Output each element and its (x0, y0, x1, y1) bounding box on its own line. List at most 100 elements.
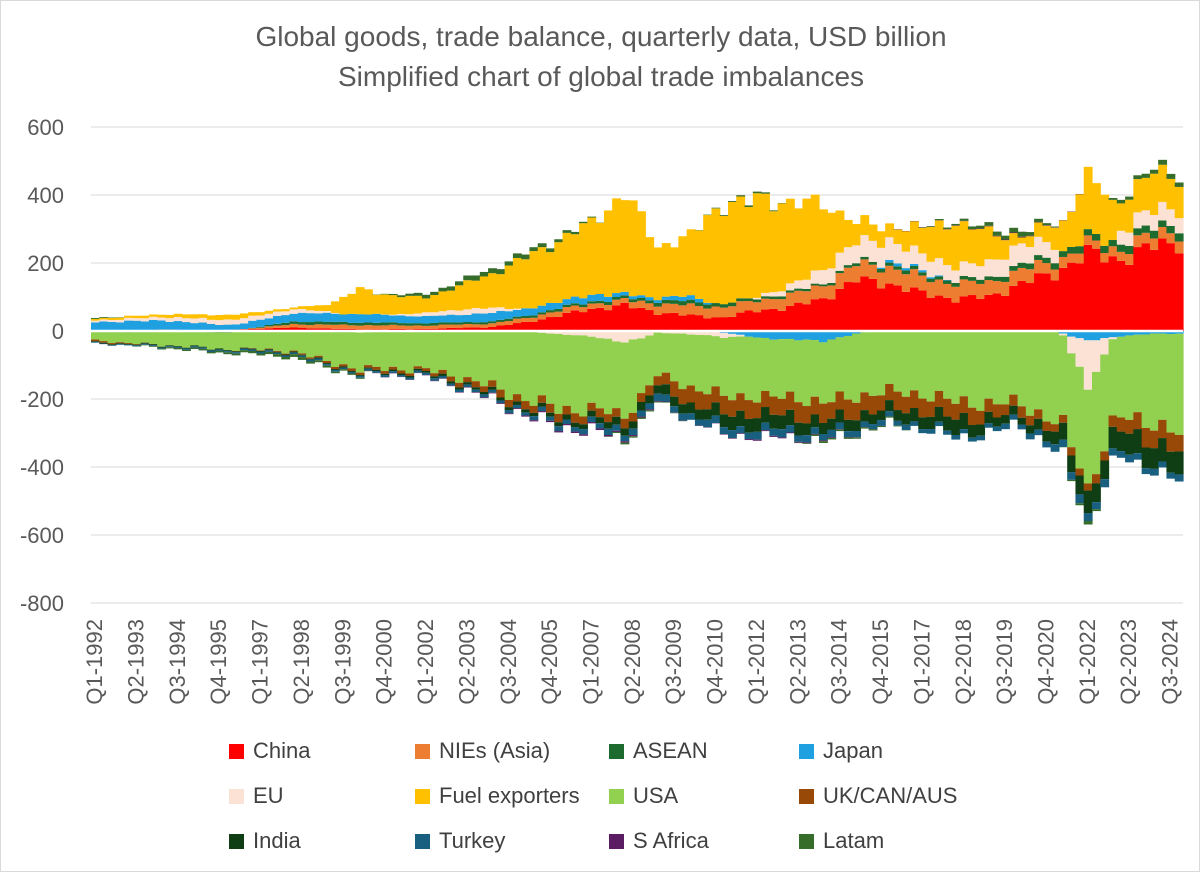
bar-segment-india (488, 386, 497, 390)
bar-segment-fuel (1025, 236, 1035, 247)
bar-segment-usa (661, 333, 671, 373)
bar-segment-nies (934, 279, 944, 296)
bar-segment-india (206, 349, 216, 351)
bar-segment-fuel (918, 227, 928, 254)
bar-segment-fuel (728, 201, 737, 303)
bar-segment-india (322, 363, 332, 365)
bar-segment-asean (297, 322, 307, 325)
bar-segment-asean (405, 323, 415, 326)
bar-segment-fuel (1133, 179, 1143, 213)
bar-segment-china (1116, 260, 1126, 331)
chart-subtitle: Simplified chart of global trade imbalan… (337, 61, 865, 92)
bar-segment-ukcanaus (521, 401, 531, 410)
bar-segment-asean (347, 322, 357, 326)
bar-segment-japan (1116, 331, 1126, 337)
x-tick-label: Q2-1998 (289, 619, 314, 705)
legend-label: NIEs (Asia) (439, 738, 551, 763)
plot-area: 600 400 200 0 -200 -400 -600 -800 Q1-1992 Q2-1993… (20, 115, 1184, 705)
bar-segment-fuel (546, 252, 555, 303)
bar-segment-ukcanaus (488, 380, 497, 387)
bar-segment-usa (562, 334, 572, 406)
bar-segment-turkey (1100, 479, 1110, 488)
bar-segment-usa (587, 336, 597, 403)
bar-segment-safrica (1017, 236, 1027, 238)
bar-segment-fuel (951, 225, 961, 271)
bar-segment-asean (951, 282, 961, 287)
bar-segment-latam (529, 247, 539, 252)
legend-swatch-eu (229, 788, 244, 804)
bar-segment-turkey (372, 371, 382, 373)
bar-segment-eu (1149, 214, 1159, 231)
bar-segment-fuel (306, 306, 315, 311)
bar-segment-china (264, 328, 274, 331)
bar-segment-asean (455, 322, 464, 325)
bar-segment-india (595, 417, 605, 424)
bar-segment-asean (355, 322, 365, 326)
bar-segment-turkey (1083, 513, 1093, 522)
bar-segment-japan (1141, 331, 1151, 335)
bar-segment-eu (314, 310, 324, 314)
bar-segment-nies (438, 324, 448, 329)
bar-segment-china (761, 309, 770, 331)
bar-segment-safrica (587, 422, 597, 424)
x-tick-label: Q4-2020 (1034, 619, 1059, 705)
bar-segment-ukcanaus (330, 366, 340, 370)
bar-segment-nies (653, 306, 663, 315)
bar-segment-asean (512, 316, 522, 319)
bar-segment-latam (554, 239, 564, 243)
bar-segment-india (1050, 431, 1060, 445)
bar-segment-latam (1050, 226, 1060, 228)
bar-segment-asean (976, 279, 986, 284)
bar-segment-latam (413, 292, 423, 296)
bar-segment-asean (819, 284, 828, 287)
bar-segment-turkey (479, 394, 489, 398)
bar-segment-eu (256, 315, 266, 320)
legend-swatch-latam (799, 833, 814, 849)
bar-segment-eu (239, 318, 249, 324)
bar-segment-china (678, 315, 688, 331)
bar-segment-japan (694, 298, 704, 303)
bar-segment-asean (1133, 228, 1143, 236)
bar-segment-turkey (430, 378, 440, 381)
bar-segment-turkey (388, 371, 398, 374)
bar-segment-fuel (107, 318, 117, 321)
bar-segment-usa (1108, 339, 1118, 416)
bar-segment-ukcanaus (1017, 406, 1027, 418)
bar-segment-usa (1025, 331, 1035, 416)
bar-segment-china (976, 298, 986, 331)
bar-segment-usa (802, 339, 812, 407)
bar-segment-japan (1058, 331, 1068, 334)
bar-segment-ukcanaus (752, 402, 762, 419)
bar-segment-fuel (206, 315, 216, 320)
bar-segment-turkey (1141, 468, 1151, 475)
bar-segment-ukcanaus (264, 348, 274, 350)
bar-segment-turkey (322, 364, 332, 366)
bar-segment-latam (951, 223, 961, 226)
bar-segment-latam (281, 356, 291, 360)
bar-segment-nies (504, 321, 514, 325)
bar-segment-usa (1058, 335, 1068, 415)
bar-segment-fuel (1009, 233, 1019, 246)
bar-segment-nies (1141, 232, 1151, 244)
bar-segment-eu (455, 310, 464, 316)
legend-swatch-usa (609, 788, 624, 804)
bar-segment-asean (579, 304, 588, 308)
bar-segment-turkey (1042, 441, 1052, 448)
bar-segment-ukcanaus (397, 370, 406, 374)
bar-segment-japan (529, 308, 539, 316)
bar-segment-japan (777, 331, 787, 340)
bar-segment-japan (273, 315, 282, 324)
bar-segment-china (612, 305, 622, 331)
bar-segment-safrica (736, 433, 746, 434)
bar-segment-eu (182, 318, 191, 323)
bar-segment-india (99, 342, 109, 344)
bar-segment-china (1092, 248, 1101, 331)
bar-segment-latam (1125, 196, 1134, 200)
bar-segment-india (926, 416, 936, 430)
bar-segment-nies (744, 301, 754, 311)
negative-bars (91, 331, 1184, 525)
bar-segment-ukcanaus (992, 404, 1002, 418)
bar-segment-japan (810, 331, 820, 341)
bar-segment-nies (488, 323, 497, 327)
bar-segment-usa (488, 331, 497, 381)
